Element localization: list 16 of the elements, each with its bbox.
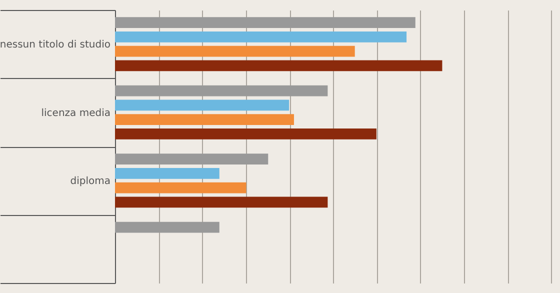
bar [115,168,220,179]
bar [115,60,442,72]
bar [115,46,355,57]
bar [115,222,220,233]
bar [115,114,294,125]
bar [115,154,268,164]
bar [115,182,246,194]
bar [115,17,416,28]
bar [115,128,376,140]
bar [115,100,290,111]
bar [115,32,407,42]
y-tick-label: nessun titolo di studio [0,40,110,51]
bar [115,85,328,96]
bar [115,196,328,208]
y-tick-label: licenza media [41,108,110,119]
y-tick-label: diploma [70,176,110,188]
